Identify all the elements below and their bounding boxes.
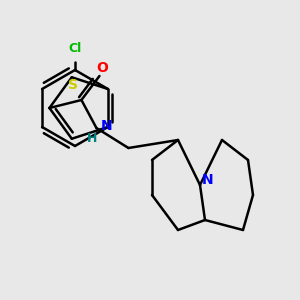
Text: Cl: Cl xyxy=(68,41,82,55)
Text: N: N xyxy=(100,119,112,133)
Text: N: N xyxy=(202,173,214,187)
Text: S: S xyxy=(68,78,78,92)
Text: H: H xyxy=(87,131,98,145)
Text: O: O xyxy=(97,61,108,75)
